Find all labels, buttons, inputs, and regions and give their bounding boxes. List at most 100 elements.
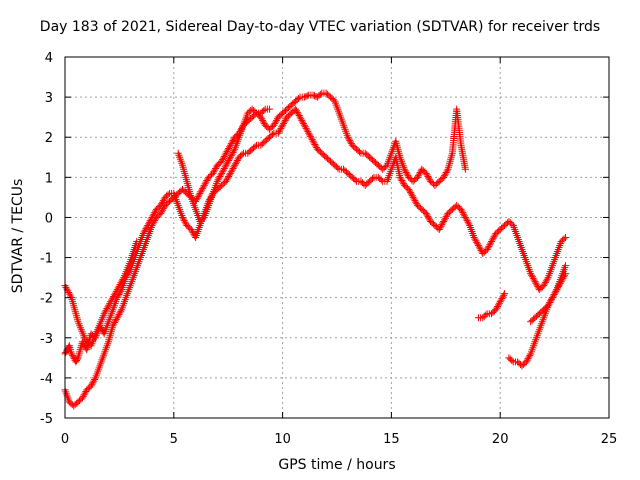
x-tick-labels: 0 5 10 15 20 25 [61,432,617,447]
data-point [459,209,467,217]
data-point [435,225,443,233]
data-point [279,120,287,128]
data-point [116,309,124,317]
data-point [299,118,307,126]
data-point [232,158,240,166]
data-point [196,189,204,197]
data-point [157,209,165,217]
data-point [490,233,498,241]
data-point [258,115,266,123]
data-point [406,187,414,195]
y-tick-label: -3 [40,332,53,347]
data-point [228,138,236,146]
data-point [187,225,195,233]
data-point [492,306,500,314]
data-point [462,215,470,223]
data-point [89,379,97,387]
data-point [551,289,559,297]
data-point [487,238,495,246]
data-point [377,176,385,184]
data-point [522,358,530,366]
data-point [414,173,422,181]
data-point [540,282,548,290]
data-point [227,168,235,176]
data-point [222,177,230,185]
data-point [224,174,232,182]
data-point [115,311,123,319]
data-point [303,126,311,134]
data-point [399,178,407,186]
data-point [334,164,342,172]
data-point [414,172,422,180]
data-point [159,205,167,213]
data-point [142,225,150,233]
data-point [300,121,308,129]
data-point [68,351,76,359]
data-point [302,92,310,100]
series-trds-3 [61,238,141,350]
data-point [461,165,469,173]
data-point [496,298,504,306]
data-point [410,195,418,203]
x-tick-label: 20 [492,432,509,447]
y-tick-label: 2 [45,131,53,146]
data-point [226,143,234,151]
data-point [482,311,490,319]
data-point [238,151,246,159]
data-point [439,219,447,227]
data-point [548,294,556,302]
data-point [111,319,119,327]
data-point [411,197,419,205]
data-point [523,356,531,364]
data-point [464,218,472,226]
data-point [409,193,417,201]
data-point [81,389,89,397]
data-point [415,170,423,178]
data-point [525,353,533,361]
axis-ticks [64,56,610,419]
data-point [90,377,98,385]
data-point [230,147,238,155]
data-point [193,194,201,202]
data-point [87,382,95,390]
data-point [422,209,430,217]
data-point [437,222,445,230]
data-point [407,190,415,198]
data-point [408,192,416,200]
data-point [199,185,207,193]
data-point [306,132,314,140]
data-point [225,156,233,164]
data-point [274,129,282,137]
data-point [423,171,431,179]
data-point [271,120,279,128]
data-point [301,123,309,131]
data-point [158,208,166,216]
data-point [560,235,568,243]
data-point [199,183,207,191]
data-point [179,213,187,221]
data-point [133,238,141,246]
y-tick-label: -5 [40,412,53,427]
data-point [201,180,209,188]
y-tick-label: -2 [40,292,53,307]
data-point [219,168,227,176]
data-point [223,176,231,184]
data-point [224,158,232,166]
x-tick-label: 15 [383,432,400,447]
data-point [345,135,353,143]
data-point [461,213,469,221]
data-point [259,116,267,124]
data-point [78,394,86,402]
data-point [424,173,432,181]
data-point [210,168,218,176]
data-point [259,118,267,126]
data-point [425,174,433,182]
data-point [221,151,229,159]
data-point [441,170,449,178]
data-point [231,161,239,169]
data-point [304,128,312,136]
data-point [488,236,496,244]
data-point [229,148,237,156]
data-point [270,121,278,129]
data-point [197,188,205,196]
